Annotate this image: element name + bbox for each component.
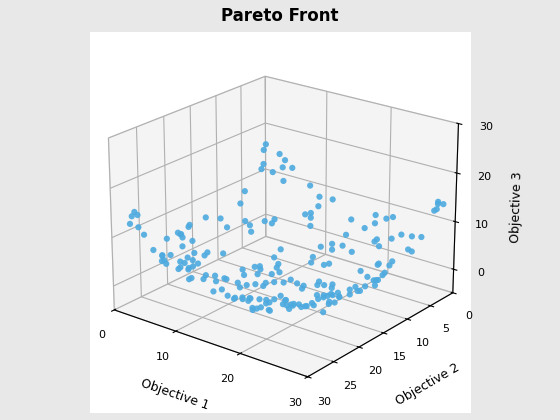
- Title: Pareto Front: Pareto Front: [221, 7, 339, 25]
- Y-axis label: Objective 2: Objective 2: [393, 361, 461, 408]
- X-axis label: Objective 1: Objective 1: [139, 377, 211, 412]
